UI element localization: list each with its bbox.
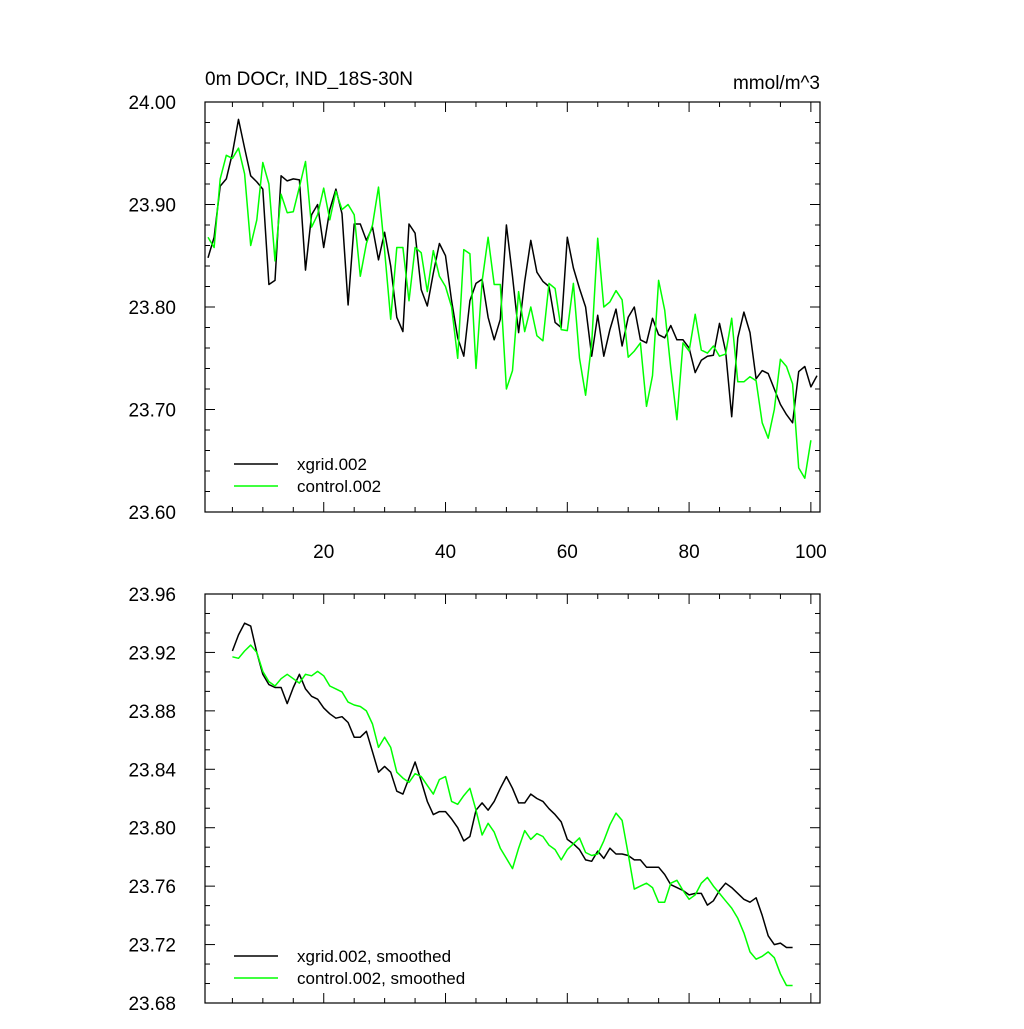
plot-frame <box>204 593 821 1004</box>
y-tick-label: 23.84 <box>128 760 176 781</box>
x-tick-label: 40 <box>435 542 456 563</box>
y-tick-label: 23.92 <box>128 643 176 664</box>
y-tick-label: 23.88 <box>128 702 176 723</box>
series-line-control-002-smoothed <box>232 644 793 987</box>
chart-title: 0m DOCr, IND_18S-30N <box>205 69 413 90</box>
y-tick-label: 24.00 <box>128 93 176 114</box>
legend-label: control.002, smoothed <box>297 969 465 988</box>
y-tick-label: 23.70 <box>128 401 176 422</box>
y-tick-label: 23.90 <box>128 196 176 217</box>
y-tick-label: 23.76 <box>128 877 176 898</box>
y-tick-label: 23.72 <box>128 936 176 957</box>
y-tick-label: 23.80 <box>128 298 176 319</box>
y-tick-label: 23.96 <box>128 585 176 606</box>
series-line-xgrid-002 <box>207 118 818 424</box>
y-tick-label: 23.80 <box>128 819 176 840</box>
x-tick-label: 100 <box>795 542 827 563</box>
top-panel: 20 40 60 80 100 23.60 23.70 23.80 23.90 24.00 0m D… <box>128 69 826 563</box>
series-line-control-002 <box>207 147 812 479</box>
bottom-panel: 23.68 23.72 23.76 23.80 23.84 23.88 23.92 23.96… <box>128 585 821 1015</box>
x-tick-label: 60 <box>557 542 578 563</box>
y-tick-label: 23.68 <box>128 994 176 1015</box>
x-tick-label: 80 <box>679 542 700 563</box>
y-tick-label: 23.60 <box>128 503 176 524</box>
series-line-xgrid-002-smoothed <box>231 622 793 949</box>
legend-label: xgrid.002, smoothed <box>297 947 451 966</box>
units-label: mmol/m^3 <box>733 73 820 94</box>
legend-label: xgrid.002 <box>297 455 367 474</box>
plot-frame <box>204 101 821 513</box>
legend-label: control.002 <box>297 477 381 496</box>
x-tick-label: 20 <box>313 542 334 563</box>
